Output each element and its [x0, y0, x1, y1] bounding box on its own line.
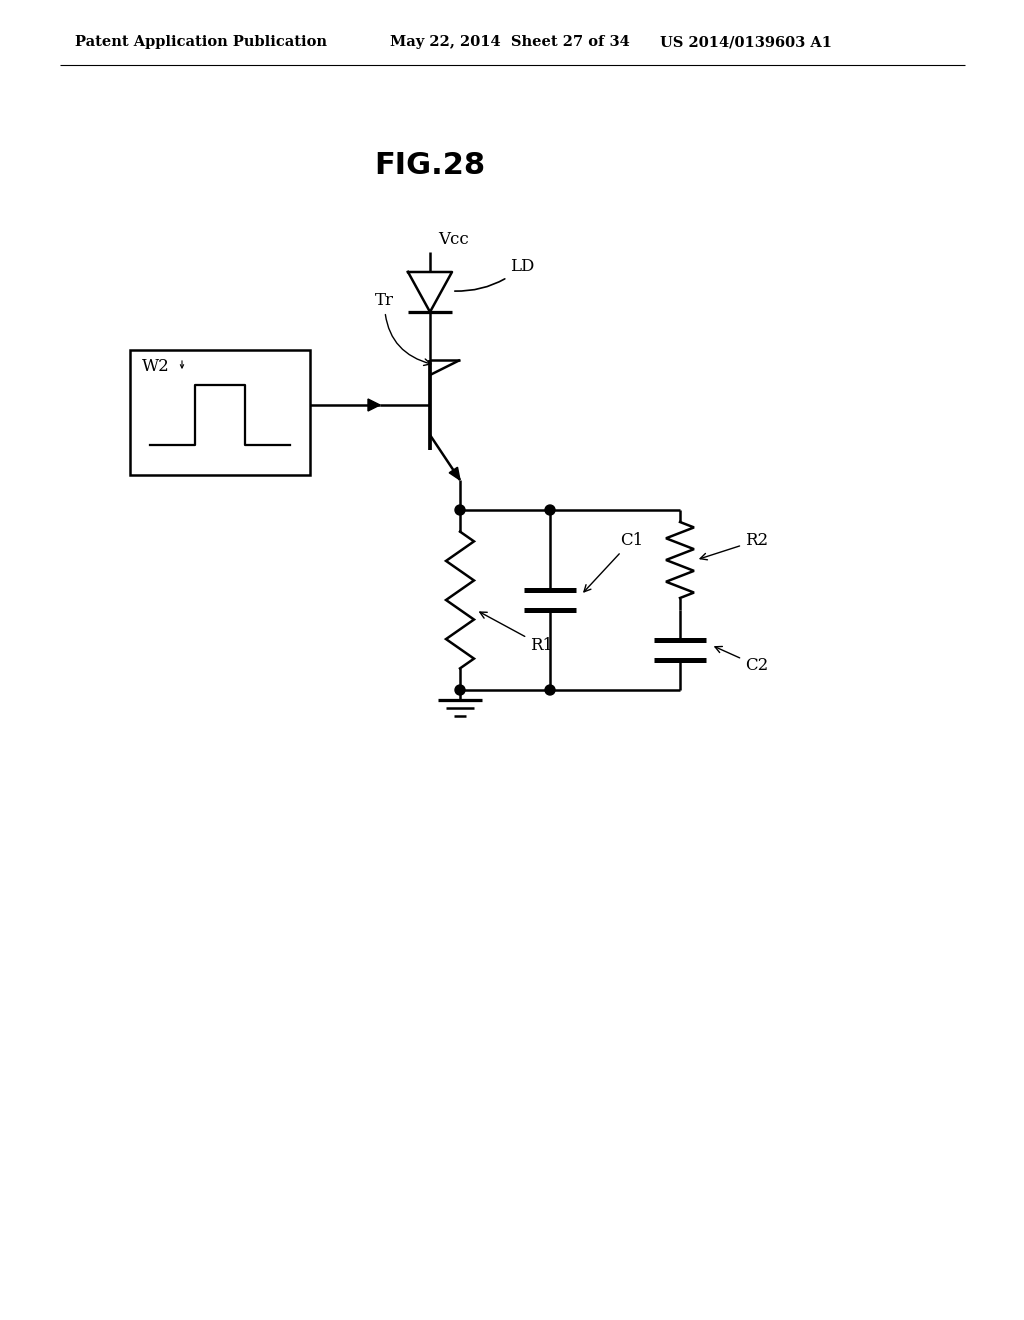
Text: US 2014/0139603 A1: US 2014/0139603 A1 [660, 36, 831, 49]
Text: May 22, 2014  Sheet 27 of 34: May 22, 2014 Sheet 27 of 34 [390, 36, 630, 49]
Text: Patent Application Publication: Patent Application Publication [75, 36, 327, 49]
Circle shape [545, 685, 555, 696]
Bar [130, 350, 310, 475]
Polygon shape [450, 467, 460, 480]
Circle shape [455, 685, 465, 696]
Circle shape [455, 506, 465, 515]
Text: W2: W2 [142, 358, 170, 375]
Text: C2: C2 [715, 647, 768, 675]
Polygon shape [368, 399, 380, 411]
Text: R1: R1 [480, 612, 553, 653]
Text: Vcc: Vcc [438, 231, 469, 248]
Text: Tr: Tr [375, 292, 431, 366]
Text: C1: C1 [584, 532, 643, 591]
Text: LD: LD [455, 257, 535, 292]
Text: FIG.28: FIG.28 [375, 150, 485, 180]
Circle shape [545, 506, 555, 515]
Text: R2: R2 [700, 532, 768, 560]
